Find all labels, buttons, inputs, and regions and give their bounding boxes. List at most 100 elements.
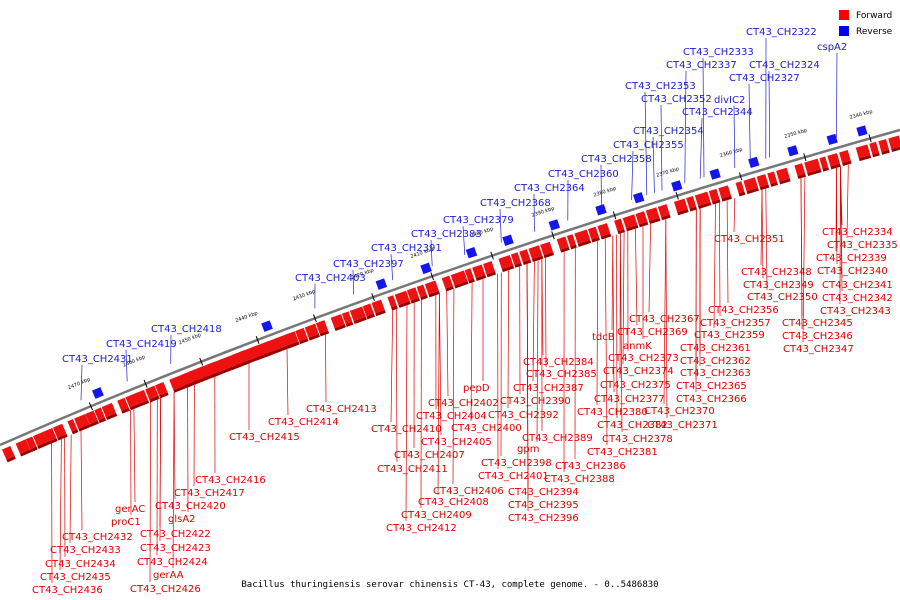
gene-label[interactable]: CT43_CH2365 (676, 381, 747, 392)
forward-gene[interactable] (406, 287, 421, 304)
gene-label[interactable]: CT43_CH2351 (714, 234, 785, 245)
gene-label[interactable]: CT43_CH2380 (577, 407, 648, 418)
forward-gene[interactable] (315, 320, 330, 337)
gene-label[interactable]: CT43_CH2412 (386, 523, 457, 534)
reverse-gene[interactable] (671, 180, 683, 192)
gene-label[interactable]: CT43_CH2395 (508, 500, 579, 511)
gene-label[interactable]: CT43_CH2384 (523, 357, 594, 368)
forward-gene[interactable] (686, 196, 698, 212)
forward-gene[interactable] (540, 241, 555, 259)
forward-gene[interactable] (519, 249, 532, 266)
gene-label-ct43-ch2397[interactable]: CT43_CH2397 (333, 259, 404, 270)
gene-label-ct43-ch2431[interactable]: CT43_CH2431 (62, 354, 133, 365)
gene-label[interactable]: CT43_CH2373 (608, 353, 679, 364)
forward-gene[interactable] (528, 245, 544, 263)
gene-label-ct43-ch2324[interactable]: CT43_CH2324 (749, 60, 820, 71)
gene-label-ct43-ch2418[interactable]: CT43_CH2418 (151, 324, 222, 335)
forward-gene[interactable] (645, 207, 661, 225)
forward-gene[interactable] (394, 290, 411, 308)
reverse-gene[interactable] (465, 246, 478, 259)
gene-label-ct43-ch2337[interactable]: CT43_CH2337 (666, 60, 737, 71)
gene-label[interactable]: CT43_CH2400 (451, 423, 522, 434)
forward-gene[interactable] (588, 226, 600, 243)
forward-gene[interactable] (52, 423, 68, 441)
gene-label[interactable]: CT43_CH2359 (694, 330, 765, 341)
gene-label[interactable]: CT43_CH2347 (783, 344, 854, 355)
gene-label[interactable]: CT43_CH2388 (544, 474, 615, 485)
gene-label[interactable]: CT43_CH2408 (418, 497, 489, 508)
forward-gene[interactable] (869, 141, 880, 158)
gene-label[interactable]: CT43_CH2433 (50, 545, 121, 556)
forward-gene[interactable] (743, 177, 759, 195)
reverse-gene[interactable] (261, 320, 273, 332)
gene-label[interactable]: CT43_CH2385 (526, 369, 597, 380)
gene-label[interactable]: CT43_CH2426 (130, 584, 201, 595)
forward-gene[interactable] (574, 229, 592, 247)
forward-gene[interactable] (330, 314, 346, 332)
forward-gene[interactable] (387, 295, 398, 311)
forward-gene[interactable] (260, 337, 282, 358)
gene-label[interactable]: CT43_CH2404 (416, 411, 487, 422)
gene-label[interactable]: CT43_CH2340 (817, 266, 888, 277)
forward-gene[interactable] (855, 144, 872, 162)
forward-gene[interactable] (424, 280, 440, 298)
forward-gene[interactable] (635, 211, 649, 228)
gene-label[interactable]: pepD (463, 383, 490, 394)
gene-label-ct43-ch2383[interactable]: CT43_CH2383 (411, 229, 482, 240)
gene-label[interactable]: CT43_CH2349 (743, 280, 814, 291)
gene-label[interactable]: CT43_CH2341 (822, 280, 893, 291)
gene-label[interactable]: CT43_CH2378 (602, 434, 673, 445)
forward-gene[interactable] (888, 135, 900, 152)
forward-gene[interactable] (776, 167, 791, 185)
forward-gene[interactable] (878, 139, 890, 155)
gene-label[interactable]: CT43_CH2389 (522, 433, 593, 444)
gene-label[interactable]: CT43_CH2394 (508, 487, 579, 498)
reverse-gene[interactable] (856, 125, 868, 137)
gene-label-ct43-ch2344[interactable]: CT43_CH2344 (682, 107, 753, 118)
gene-label[interactable]: CT43_CH2415 (229, 432, 300, 443)
gene-label-ct43-ch2379[interactable]: CT43_CH2379 (443, 215, 514, 226)
gene-label-divIC2[interactable]: divIC2 (714, 95, 745, 106)
reverse-gene[interactable] (595, 204, 607, 216)
reverse-gene[interactable] (502, 234, 514, 246)
reverse-gene[interactable] (748, 156, 760, 169)
gene-label[interactable]: CT43_CH2334 (822, 227, 893, 238)
reverse-gene[interactable] (787, 145, 799, 157)
gene-label-ct43-ch2403[interactable]: CT43_CH2403 (295, 273, 366, 284)
forward-gene[interactable] (794, 163, 807, 179)
forward-gene[interactable] (483, 261, 497, 278)
gene-label-ct43-ch2327[interactable]: CT43_CH2327 (729, 73, 800, 84)
forward-gene[interactable] (33, 430, 51, 449)
gene-label[interactable]: CT43_CH2370 (644, 406, 715, 417)
forward-gene[interactable] (25, 436, 38, 453)
gene-label-ct43-ch2333[interactable]: CT43_CH2333 (683, 47, 754, 58)
forward-gene[interactable] (718, 185, 732, 202)
forward-gene[interactable] (556, 236, 570, 253)
gene-label[interactable]: CT43_CH2398 (481, 458, 552, 469)
gene-label[interactable]: gerAC (115, 504, 145, 515)
gene-label[interactable]: CT43_CH2407 (394, 450, 465, 461)
reverse-gene[interactable] (826, 133, 838, 145)
forward-gene[interactable] (416, 284, 428, 301)
gene-label[interactable]: CT43_CH2423 (140, 543, 211, 554)
gene-label-ct43-ch2368[interactable]: CT43_CH2368 (480, 198, 551, 209)
gene-label[interactable]: CT43_CH2367 (629, 314, 700, 325)
forward-gene[interactable] (441, 275, 454, 292)
forward-gene[interactable] (362, 303, 375, 320)
gene-label[interactable]: CT43_CH2434 (45, 559, 116, 570)
reverse-gene[interactable] (633, 192, 645, 204)
forward-gene[interactable] (464, 268, 475, 284)
forward-gene[interactable] (708, 188, 721, 205)
forward-gene[interactable] (839, 150, 852, 166)
gene-label[interactable]: CT43_CH2375 (600, 380, 671, 391)
forward-gene[interactable] (673, 198, 689, 216)
reverse-gene[interactable] (375, 278, 388, 290)
forward-gene[interactable] (125, 392, 144, 411)
forward-gene[interactable] (2, 445, 16, 463)
forward-gene[interactable] (694, 191, 712, 209)
forward-gene[interactable] (207, 357, 230, 378)
gene-label[interactable]: CT43_CH2411 (377, 464, 448, 475)
forward-gene[interactable] (283, 331, 300, 349)
gene-label[interactable]: CT43_CH2409 (401, 510, 472, 521)
gene-label[interactable]: CT43_CH2401 (478, 471, 549, 482)
